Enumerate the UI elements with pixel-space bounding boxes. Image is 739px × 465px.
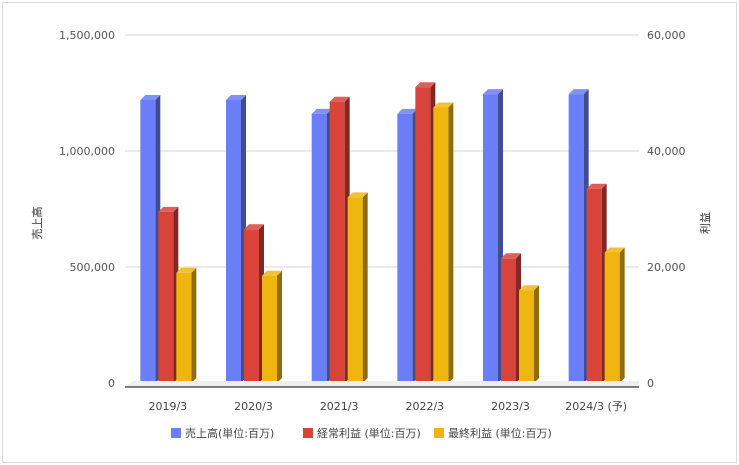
- left-axis-title: 売上高: [30, 207, 44, 240]
- legend-label: 売上高(単位:百万): [185, 426, 274, 440]
- right-axis-title: 利益: [698, 212, 712, 234]
- bar-0-5: [568, 89, 589, 383]
- gridlines: [125, 34, 639, 268]
- bar-2-0: [176, 267, 197, 383]
- floor: [125, 381, 639, 387]
- bar-1-5: [586, 183, 607, 383]
- right-tick-label: 40,000: [647, 145, 686, 158]
- chart-svg: 0 500,000 1,000,000 1,500,000 0 20,000 40,000 6…: [30, 29, 712, 440]
- legend-swatch: [303, 428, 313, 438]
- category-label: 2021/3: [320, 400, 359, 413]
- axis-tick-labels: 0 500,000 1,000,000 1,500,000 0 20,000 40,000 6…: [59, 29, 685, 390]
- right-tick-label: 60,000: [647, 29, 686, 42]
- bar-1-2: [329, 96, 350, 383]
- category-label: 2022/3: [405, 400, 444, 413]
- bar-0-4: [483, 89, 503, 383]
- left-tick-label: 500,000: [70, 261, 116, 274]
- baseline: [125, 381, 639, 388]
- bar-0-0: [140, 94, 161, 384]
- left-tick-label: 0: [108, 377, 115, 390]
- right-tick-label: 0: [647, 377, 654, 390]
- bars: [140, 82, 625, 384]
- bar-2-1: [262, 270, 282, 383]
- legend-item: 最終利益 (単位:百万): [434, 426, 552, 440]
- bar-2-4: [519, 285, 539, 383]
- bar-0-3: [397, 108, 418, 383]
- bar-2-5: [604, 247, 625, 383]
- legend-swatch: [434, 428, 444, 438]
- bar-0-1: [226, 94, 246, 384]
- left-tick-label: 1,000,000: [59, 145, 115, 158]
- left-tick-label: 1,500,000: [59, 29, 115, 42]
- legend-label: 経常利益 (単位:百万): [317, 426, 421, 440]
- bar-1-0: [158, 206, 179, 383]
- bar-1-4: [501, 253, 521, 383]
- bar-2-3: [433, 102, 454, 383]
- legend: 売上高(単位:百万) 経常利益 (単位:百万) 最終利益 (単位:百万): [171, 426, 552, 440]
- category-label: 2020/3: [234, 400, 273, 413]
- legend-label: 最終利益 (単位:百万): [448, 426, 552, 440]
- bar-1-3: [415, 82, 436, 383]
- bar-2-2: [347, 192, 368, 383]
- legend-item: 売上高(単位:百万): [171, 426, 274, 440]
- category-labels: 2019/3 2020/3 2021/3 2022/3 2023/3 2024/3 (予): [148, 400, 627, 413]
- bar-1-1: [244, 224, 264, 383]
- category-label: 2023/3: [491, 400, 530, 413]
- category-label: 2024/3 (予): [565, 400, 627, 413]
- right-tick-label: 20,000: [647, 261, 686, 274]
- legend-item: 経常利益 (単位:百万): [303, 426, 421, 440]
- category-label: 2019/3: [148, 400, 187, 413]
- legend-swatch: [171, 428, 181, 438]
- bar-0-2: [311, 108, 332, 383]
